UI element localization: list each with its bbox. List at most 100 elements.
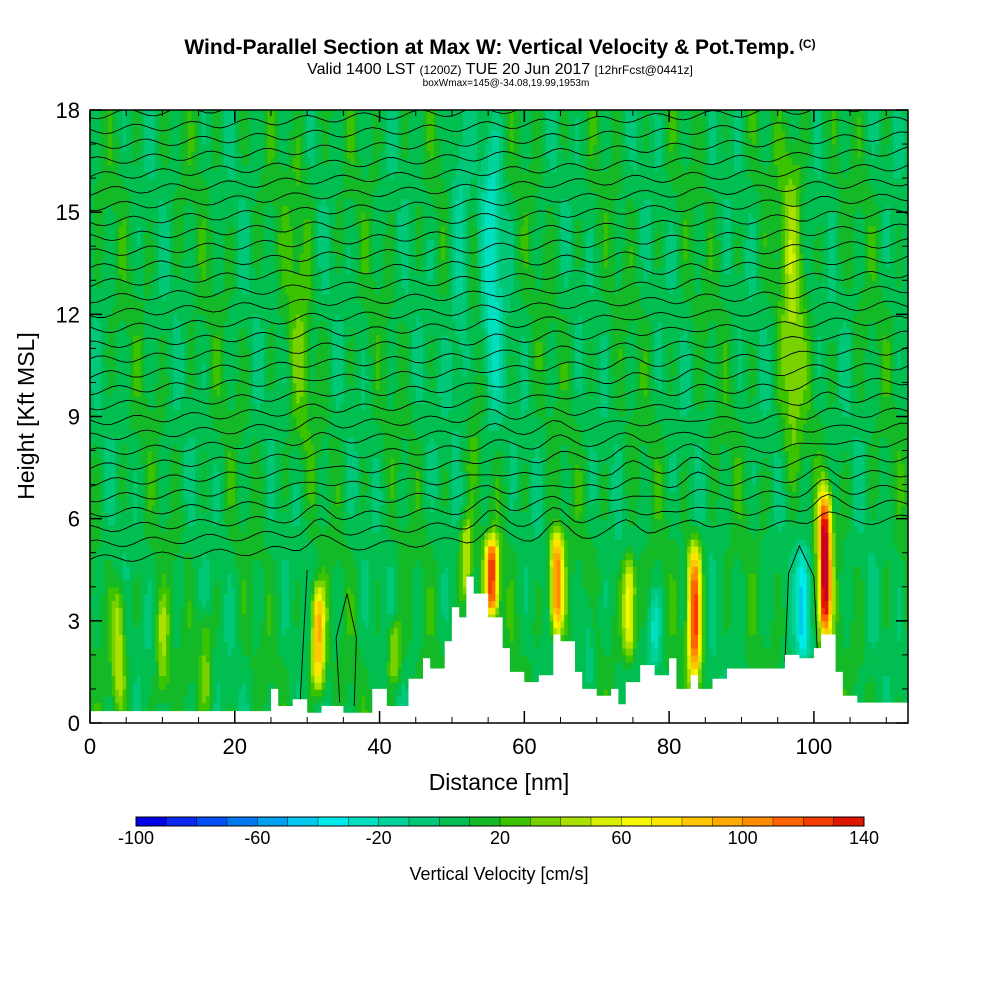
velocity-cell <box>708 586 717 595</box>
velocity-cell <box>470 402 486 411</box>
velocity-cell <box>372 470 381 479</box>
velocity-cell <box>488 586 493 595</box>
velocity-cell <box>553 593 558 601</box>
velocity-cell <box>216 695 221 704</box>
velocity-cell <box>759 477 772 486</box>
velocity-cell <box>223 470 229 479</box>
velocity-cell <box>683 607 688 615</box>
velocity-cell <box>343 566 359 574</box>
velocity-cell <box>346 586 352 595</box>
velocity-cell <box>889 450 898 458</box>
velocity-cell <box>274 688 290 697</box>
velocity-cell <box>318 573 330 581</box>
velocity-cell <box>589 498 594 506</box>
velocity-cell <box>687 573 692 581</box>
velocity-cell <box>361 368 366 377</box>
velocity-cell <box>813 464 826 472</box>
velocity-cell <box>361 484 370 493</box>
velocity-cell <box>397 477 410 486</box>
velocity-cell <box>560 464 572 472</box>
velocity-cell <box>755 368 761 377</box>
velocity-cell <box>665 477 670 486</box>
velocity-cell <box>100 641 109 649</box>
velocity-cell <box>231 648 243 656</box>
velocity-cell <box>904 559 908 567</box>
velocity-cell <box>748 396 753 404</box>
velocity-cell <box>499 518 507 527</box>
velocity-cell <box>372 518 381 527</box>
velocity-cell <box>115 464 120 472</box>
velocity-cell <box>542 498 547 506</box>
velocity-cell <box>401 641 410 649</box>
velocity-cell <box>658 457 667 465</box>
velocity-cell <box>774 586 782 595</box>
velocity-cell <box>451 470 464 479</box>
velocity-cell <box>661 423 710 431</box>
velocity-cell <box>745 484 761 493</box>
velocity-cell <box>593 539 648 547</box>
velocity-cell <box>755 600 761 608</box>
velocity-cell <box>328 443 341 452</box>
velocity-cell <box>502 573 518 581</box>
velocity-cell <box>325 675 330 683</box>
velocity-cell <box>835 614 840 622</box>
velocity-cell <box>665 614 670 622</box>
velocity-cell <box>774 573 782 581</box>
velocity-cell <box>553 607 558 615</box>
velocity-cell <box>394 586 399 595</box>
velocity-cell <box>705 620 710 629</box>
velocity-cell <box>817 593 822 601</box>
velocity-cell <box>875 511 895 520</box>
velocity-cell <box>289 668 308 676</box>
velocity-cell <box>672 450 677 458</box>
velocity-cell <box>755 477 761 486</box>
velocity-cell <box>314 668 323 676</box>
velocity-cell <box>690 573 699 581</box>
velocity-cell <box>614 443 620 452</box>
velocity-cell <box>260 627 268 636</box>
velocity-cell <box>654 593 659 601</box>
velocity-cell <box>879 368 884 377</box>
velocity-cell <box>546 470 562 479</box>
velocity-cell <box>640 382 648 390</box>
velocity-cell <box>430 539 460 547</box>
velocity-cell <box>213 464 218 472</box>
velocity-cell <box>365 368 373 377</box>
velocity-cell <box>625 423 663 431</box>
velocity-cell <box>285 498 294 506</box>
velocity-cell <box>560 505 569 513</box>
velocity-cell <box>821 600 829 608</box>
velocity-cell <box>831 620 837 629</box>
velocity-cell <box>567 457 587 465</box>
velocity-cell <box>676 368 681 377</box>
velocity-cell <box>289 470 305 479</box>
velocity-cell <box>748 573 757 581</box>
velocity-cell <box>307 484 316 493</box>
velocity-cell <box>828 525 833 533</box>
velocity-cell <box>147 579 153 588</box>
velocity-cell <box>625 600 630 608</box>
velocity-cell <box>546 362 558 370</box>
velocity-cell <box>806 620 811 629</box>
velocity-cell <box>571 396 601 404</box>
velocity-cell <box>853 579 866 588</box>
velocity-cell <box>118 573 124 581</box>
velocity-cell <box>879 436 887 445</box>
velocity-cell <box>390 675 399 683</box>
velocity-cell <box>379 362 388 370</box>
velocity-cell <box>618 627 623 636</box>
velocity-cell <box>788 614 793 622</box>
velocity-cell <box>821 545 829 554</box>
velocity-cell <box>470 545 475 554</box>
velocity-cell <box>810 477 815 486</box>
velocity-cell <box>343 518 373 527</box>
velocity-cell <box>310 634 316 642</box>
velocity-cell <box>328 573 334 581</box>
velocity-cell <box>205 457 225 465</box>
velocity-cell <box>564 600 569 608</box>
velocity-cell <box>375 368 381 377</box>
velocity-cell <box>734 375 739 384</box>
velocity-cell <box>813 396 829 404</box>
velocity-cell <box>708 443 721 452</box>
velocity-cell <box>546 457 562 465</box>
